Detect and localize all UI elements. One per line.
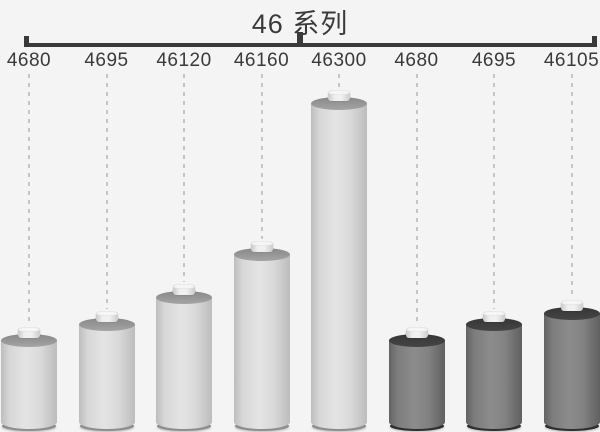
dashed-connector-line bbox=[105, 74, 108, 309]
dashed-connector-line bbox=[338, 74, 340, 88]
battery-terminal-cap bbox=[250, 241, 273, 252]
battery-terminal-cap bbox=[173, 284, 195, 295]
battery-terminal-cap bbox=[18, 327, 40, 338]
battery-cylinder bbox=[233, 241, 290, 431]
series-bracket-line bbox=[24, 43, 597, 47]
battery-terminal-cap bbox=[328, 90, 350, 101]
battery-top-rim bbox=[311, 97, 367, 110]
dashed-connector-line bbox=[415, 74, 418, 325]
battery-cylinder bbox=[78, 311, 135, 431]
battery-body bbox=[233, 254, 290, 429]
battery-label: 46120 bbox=[156, 50, 212, 71]
battery-label: 4680 bbox=[6, 50, 52, 71]
battery-label: 46300 bbox=[311, 50, 367, 71]
battery-cylinder bbox=[311, 90, 367, 431]
battery-cylinder bbox=[466, 311, 522, 431]
battery-terminal-cap bbox=[560, 300, 583, 311]
battery-top-rim bbox=[78, 318, 135, 331]
battery-body bbox=[156, 297, 212, 429]
dashed-connector-line bbox=[493, 74, 495, 309]
battery-top-rim bbox=[388, 334, 445, 347]
battery-body bbox=[1, 340, 57, 429]
bracket-right-end bbox=[592, 36, 597, 47]
battery-top-rim bbox=[1, 334, 57, 347]
battery-top-rim bbox=[543, 307, 600, 320]
battery-label: 4695 bbox=[471, 50, 517, 71]
battery-label: 4680 bbox=[394, 50, 439, 71]
battery-label: 4695 bbox=[84, 50, 129, 71]
battery-terminal-cap bbox=[483, 311, 505, 322]
dashed-connector-line bbox=[570, 74, 573, 298]
battery-cylinder bbox=[1, 327, 57, 431]
battery-terminal-cap bbox=[405, 327, 428, 338]
dashed-connector-line bbox=[28, 74, 30, 325]
battery-body bbox=[311, 103, 367, 429]
battery-terminal-cap bbox=[95, 311, 118, 322]
battery-cylinder bbox=[388, 327, 445, 431]
dashed-connector-line bbox=[183, 74, 185, 282]
dashed-connector-line bbox=[260, 74, 263, 239]
bracket-left-end bbox=[24, 36, 29, 47]
battery-label: 46105 bbox=[543, 50, 600, 71]
battery-top-rim bbox=[156, 291, 212, 304]
battery-body bbox=[78, 324, 135, 429]
bracket-center-tick bbox=[297, 32, 303, 44]
battery-label: 46160 bbox=[233, 50, 290, 71]
battery-top-rim bbox=[466, 318, 522, 331]
battery-cylinder bbox=[543, 300, 600, 431]
battery-top-rim bbox=[233, 248, 290, 261]
battery-body bbox=[543, 313, 600, 429]
battery-body bbox=[388, 340, 445, 429]
battery-body bbox=[466, 324, 522, 429]
battery-cylinder bbox=[156, 284, 212, 431]
